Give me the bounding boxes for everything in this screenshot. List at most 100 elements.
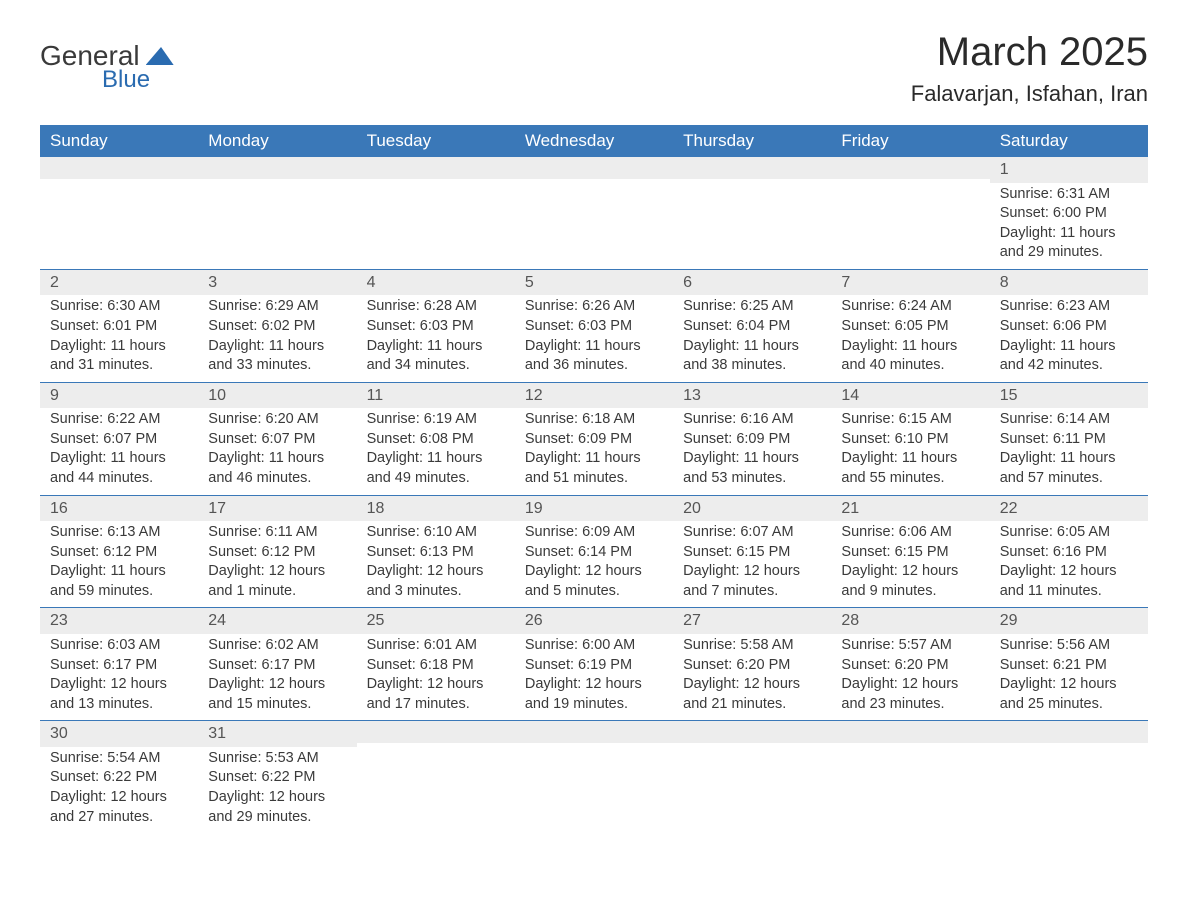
day-cell — [831, 721, 989, 833]
day-content: Sunrise: 6:24 AMSunset: 6:05 PMDaylight:… — [831, 295, 989, 381]
day-cell: 22Sunrise: 6:05 AMSunset: 6:16 PMDayligh… — [990, 495, 1148, 608]
day-content: Sunrise: 6:01 AMSunset: 6:18 PMDaylight:… — [357, 634, 515, 720]
day-content: Sunrise: 6:10 AMSunset: 6:13 PMDaylight:… — [357, 521, 515, 607]
day-content: Sunrise: 6:29 AMSunset: 6:02 PMDaylight:… — [198, 295, 356, 381]
day-line: Sunrise: 6:15 AM — [841, 410, 979, 430]
day-line: Sunset: 6:09 PM — [683, 430, 821, 450]
day-content: Sunrise: 6:13 AMSunset: 6:12 PMDaylight:… — [40, 521, 198, 607]
day-cell — [515, 721, 673, 833]
day-line: Daylight: 12 hours and 17 minutes. — [367, 675, 505, 714]
day-line: Sunrise: 6:18 AM — [525, 410, 663, 430]
day-header: Thursday — [673, 125, 831, 157]
day-line: Sunset: 6:17 PM — [208, 656, 346, 676]
day-line: Sunrise: 5:57 AM — [841, 636, 979, 656]
day-cell — [357, 157, 515, 269]
day-number: 3 — [198, 270, 356, 296]
day-content: Sunrise: 6:11 AMSunset: 6:12 PMDaylight:… — [198, 521, 356, 607]
day-cell: 28Sunrise: 5:57 AMSunset: 6:20 PMDayligh… — [831, 608, 989, 721]
day-line: Sunrise: 6:14 AM — [1000, 410, 1138, 430]
header: General Blue March 2025 Falavarjan, Isfa… — [40, 30, 1148, 107]
day-line: Daylight: 11 hours and 42 minutes. — [1000, 337, 1138, 376]
day-content — [831, 179, 989, 187]
day-number — [990, 721, 1148, 743]
day-line: Daylight: 12 hours and 29 minutes. — [208, 788, 346, 827]
day-line: Sunrise: 5:56 AM — [1000, 636, 1138, 656]
day-line: Daylight: 12 hours and 25 minutes. — [1000, 675, 1138, 714]
day-line: Sunrise: 6:31 AM — [1000, 185, 1138, 205]
day-content: Sunrise: 6:07 AMSunset: 6:15 PMDaylight:… — [673, 521, 831, 607]
day-number: 7 — [831, 270, 989, 296]
day-number: 13 — [673, 383, 831, 409]
day-line: Sunrise: 6:06 AM — [841, 523, 979, 543]
day-number: 18 — [357, 496, 515, 522]
day-line: Sunrise: 6:19 AM — [367, 410, 505, 430]
day-header: Tuesday — [357, 125, 515, 157]
day-line: Daylight: 11 hours and 49 minutes. — [367, 449, 505, 488]
day-content: Sunrise: 6:20 AMSunset: 6:07 PMDaylight:… — [198, 408, 356, 494]
day-line: Sunset: 6:03 PM — [367, 317, 505, 337]
day-cell: 1Sunrise: 6:31 AMSunset: 6:00 PMDaylight… — [990, 157, 1148, 269]
day-line: Sunset: 6:13 PM — [367, 543, 505, 563]
week-row: 23Sunrise: 6:03 AMSunset: 6:17 PMDayligh… — [40, 608, 1148, 721]
day-line: Sunrise: 5:54 AM — [50, 749, 188, 769]
day-line: Daylight: 11 hours and 46 minutes. — [208, 449, 346, 488]
day-cell: 29Sunrise: 5:56 AMSunset: 6:21 PMDayligh… — [990, 608, 1148, 721]
day-line: Sunrise: 6:11 AM — [208, 523, 346, 543]
day-content: Sunrise: 6:18 AMSunset: 6:09 PMDaylight:… — [515, 408, 673, 494]
day-number: 12 — [515, 383, 673, 409]
day-content: Sunrise: 6:15 AMSunset: 6:10 PMDaylight:… — [831, 408, 989, 494]
day-line: Daylight: 11 hours and 36 minutes. — [525, 337, 663, 376]
day-number: 22 — [990, 496, 1148, 522]
day-cell: 24Sunrise: 6:02 AMSunset: 6:17 PMDayligh… — [198, 608, 356, 721]
day-content: Sunrise: 6:31 AMSunset: 6:00 PMDaylight:… — [990, 183, 1148, 269]
day-content: Sunrise: 6:09 AMSunset: 6:14 PMDaylight:… — [515, 521, 673, 607]
day-line: Daylight: 11 hours and 51 minutes. — [525, 449, 663, 488]
day-number: 29 — [990, 608, 1148, 634]
day-line: Daylight: 11 hours and 31 minutes. — [50, 337, 188, 376]
day-cell: 15Sunrise: 6:14 AMSunset: 6:11 PMDayligh… — [990, 382, 1148, 495]
day-cell — [357, 721, 515, 833]
day-cell — [673, 721, 831, 833]
day-line: Sunrise: 6:22 AM — [50, 410, 188, 430]
day-cell: 2Sunrise: 6:30 AMSunset: 6:01 PMDaylight… — [40, 269, 198, 382]
day-line: Daylight: 11 hours and 57 minutes. — [1000, 449, 1138, 488]
day-content: Sunrise: 6:28 AMSunset: 6:03 PMDaylight:… — [357, 295, 515, 381]
day-line: Sunset: 6:10 PM — [841, 430, 979, 450]
day-cell: 4Sunrise: 6:28 AMSunset: 6:03 PMDaylight… — [357, 269, 515, 382]
day-number: 16 — [40, 496, 198, 522]
day-line: Sunrise: 6:20 AM — [208, 410, 346, 430]
day-content: Sunrise: 6:22 AMSunset: 6:07 PMDaylight:… — [40, 408, 198, 494]
day-line: Sunset: 6:07 PM — [208, 430, 346, 450]
day-number: 9 — [40, 383, 198, 409]
day-cell: 30Sunrise: 5:54 AMSunset: 6:22 PMDayligh… — [40, 721, 198, 833]
day-content: Sunrise: 6:00 AMSunset: 6:19 PMDaylight:… — [515, 634, 673, 720]
day-content: Sunrise: 5:57 AMSunset: 6:20 PMDaylight:… — [831, 634, 989, 720]
day-line: Daylight: 11 hours and 33 minutes. — [208, 337, 346, 376]
day-number: 5 — [515, 270, 673, 296]
day-line: Sunset: 6:18 PM — [367, 656, 505, 676]
day-number — [831, 721, 989, 743]
day-cell: 7Sunrise: 6:24 AMSunset: 6:05 PMDaylight… — [831, 269, 989, 382]
day-number: 10 — [198, 383, 356, 409]
day-line: Sunset: 6:09 PM — [525, 430, 663, 450]
day-number: 27 — [673, 608, 831, 634]
day-line: Sunrise: 6:28 AM — [367, 297, 505, 317]
day-number: 6 — [673, 270, 831, 296]
day-number: 30 — [40, 721, 198, 747]
day-number: 11 — [357, 383, 515, 409]
day-line: Sunset: 6:03 PM — [525, 317, 663, 337]
day-number: 8 — [990, 270, 1148, 296]
day-number: 17 — [198, 496, 356, 522]
day-number: 2 — [40, 270, 198, 296]
day-cell: 9Sunrise: 6:22 AMSunset: 6:07 PMDaylight… — [40, 382, 198, 495]
day-line: Sunset: 6:22 PM — [208, 768, 346, 788]
day-line: Sunset: 6:21 PM — [1000, 656, 1138, 676]
day-cell: 10Sunrise: 6:20 AMSunset: 6:07 PMDayligh… — [198, 382, 356, 495]
day-line: Daylight: 12 hours and 9 minutes. — [841, 562, 979, 601]
week-row: 16Sunrise: 6:13 AMSunset: 6:12 PMDayligh… — [40, 495, 1148, 608]
day-line: Sunrise: 6:24 AM — [841, 297, 979, 317]
day-cell: 6Sunrise: 6:25 AMSunset: 6:04 PMDaylight… — [673, 269, 831, 382]
day-number — [198, 157, 356, 179]
day-header: Monday — [198, 125, 356, 157]
day-cell: 17Sunrise: 6:11 AMSunset: 6:12 PMDayligh… — [198, 495, 356, 608]
